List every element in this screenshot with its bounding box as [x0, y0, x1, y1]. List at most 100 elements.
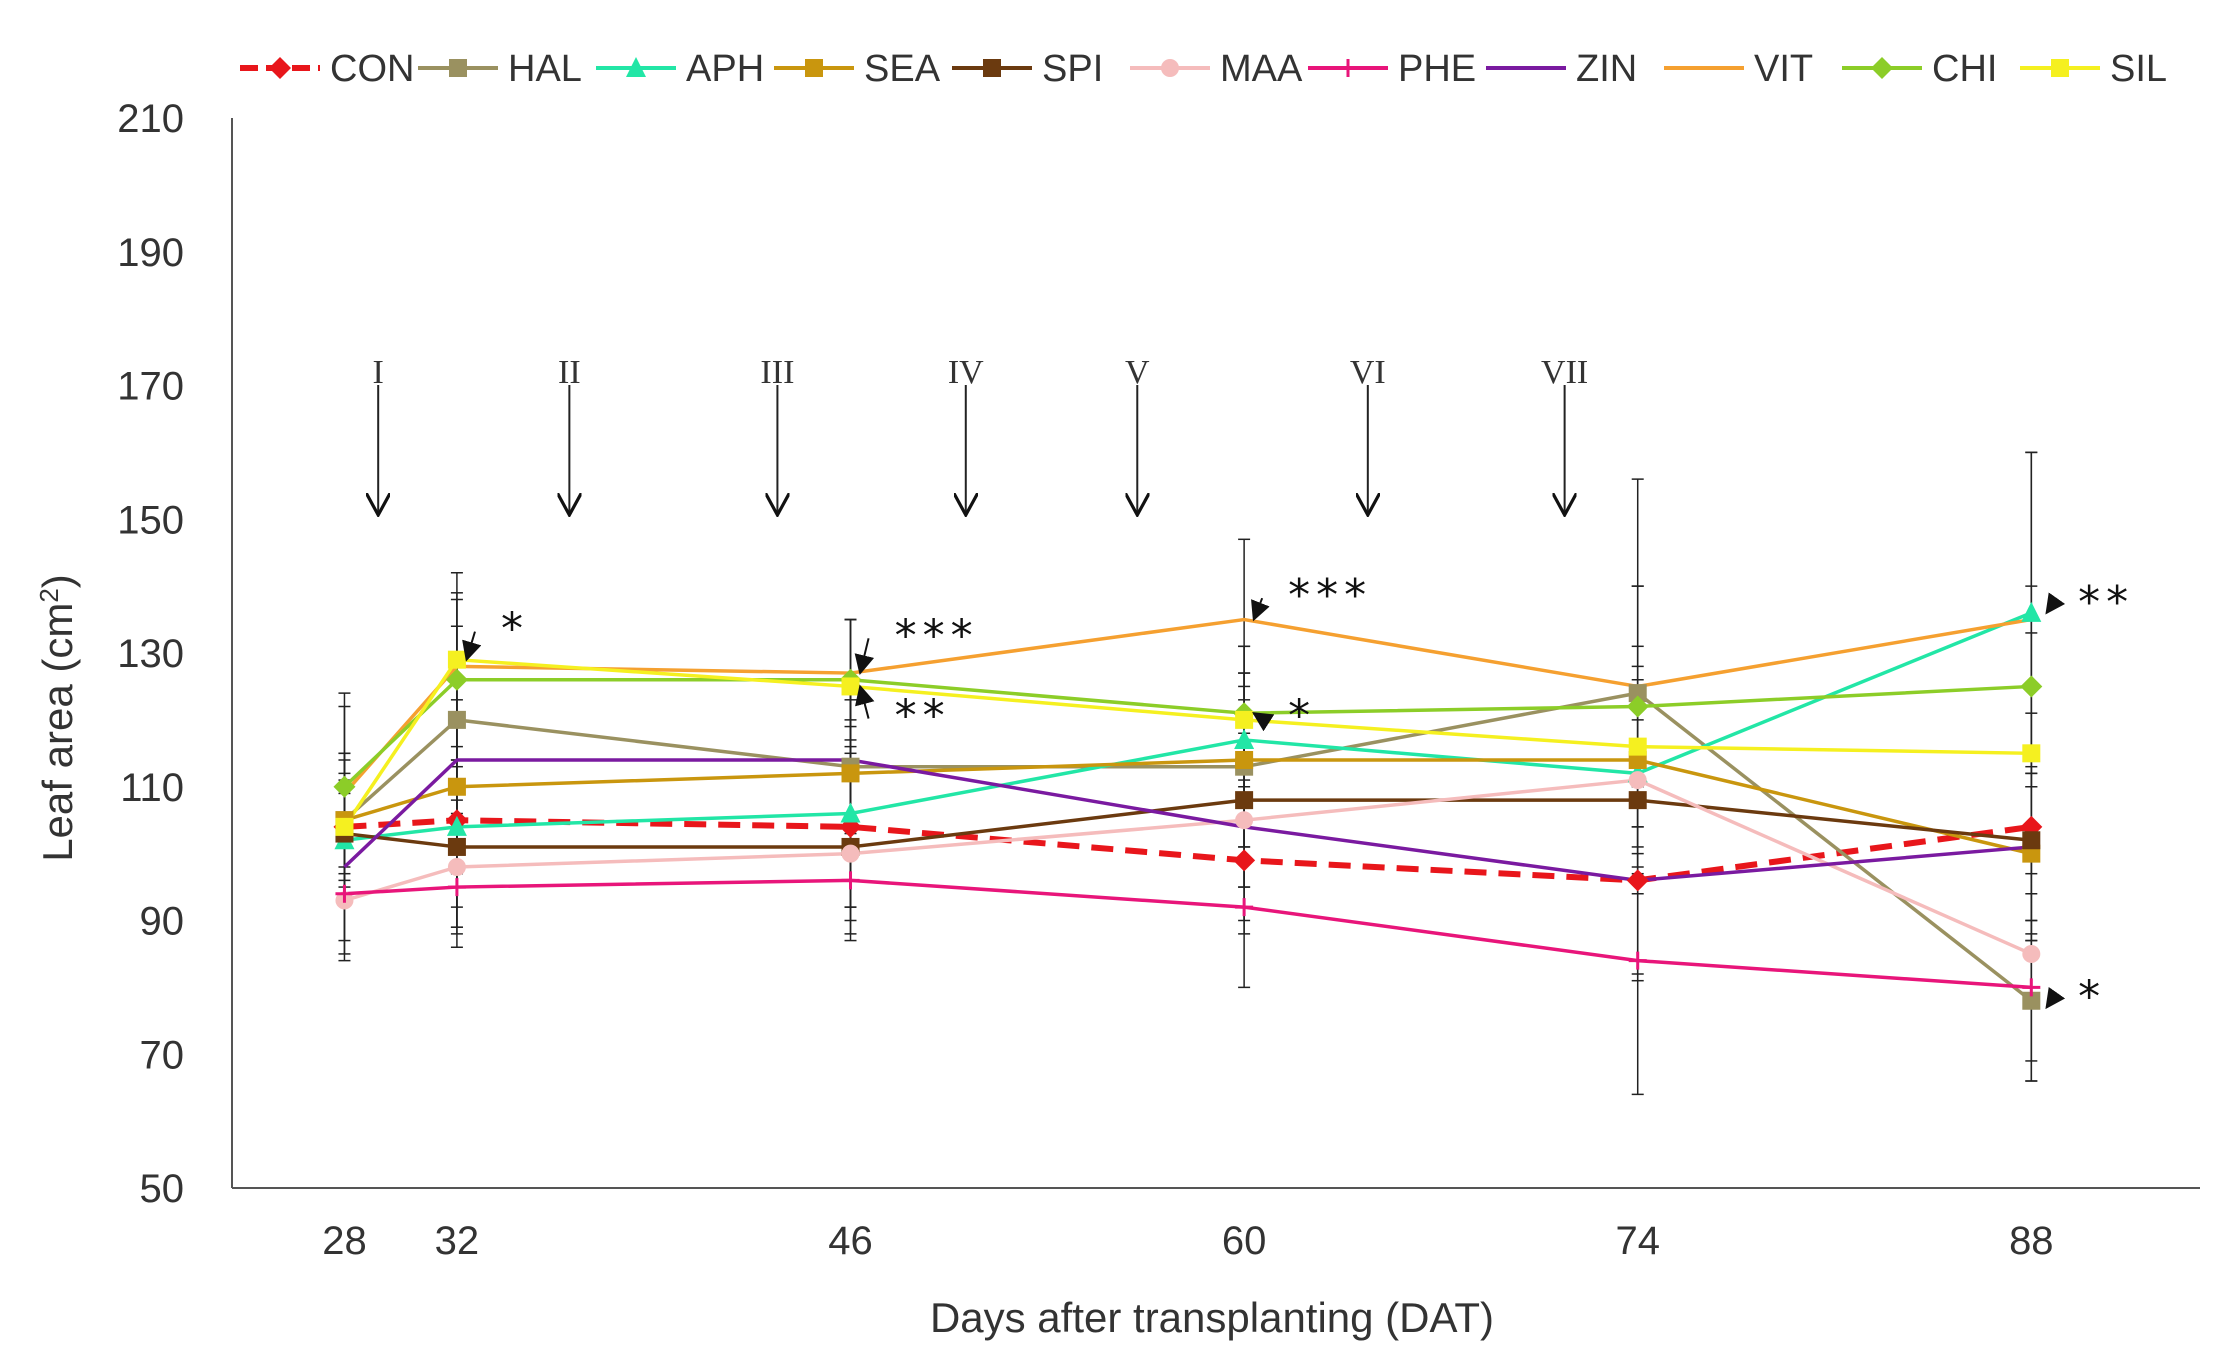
data-point-spi	[1235, 791, 1254, 810]
y-tick-label: 70	[140, 1033, 185, 1077]
data-point-sil	[841, 677, 860, 696]
data-point-sea	[447, 777, 466, 796]
legend-label: ZIN	[1576, 48, 1637, 90]
application-arrow: VII	[1541, 354, 1588, 515]
application-label: IV	[948, 354, 984, 391]
y-tick-label: 90	[140, 900, 185, 944]
y-axis-title-sup: 2	[34, 588, 64, 602]
legend-marker	[2051, 59, 2069, 77]
data-point-hal	[447, 710, 466, 729]
y-axis-ticks: 50 70 90 110 130 150 170 190 210	[117, 97, 184, 1211]
annotation-arrow	[854, 638, 875, 676]
series-line-zin	[343, 758, 2032, 883]
application-label: II	[558, 354, 581, 391]
annotation-stars: ***	[895, 610, 979, 661]
x-axis-ticks: 28 32 46 60 74 88	[322, 1219, 2053, 1263]
data-point-phe	[335, 884, 354, 903]
series-lines	[343, 611, 2033, 1003]
legend-item-spi: SPI	[952, 48, 1103, 90]
series-line-phe	[344, 878, 2032, 990]
significance-annotation: *	[2045, 971, 2100, 1022]
legend-marker	[626, 57, 646, 77]
application-label: V	[1125, 354, 1150, 391]
data-point-aph	[2021, 601, 2042, 622]
error-bars	[338, 451, 2038, 1096]
series-line-spi	[344, 798, 2032, 849]
legend-marker	[449, 59, 467, 77]
x-tick-label: 60	[1222, 1219, 1267, 1263]
data-point-maa	[2022, 944, 2041, 963]
data-point-maa	[1628, 771, 1647, 790]
y-axis-title-main: Leaf area (cm	[34, 603, 81, 862]
y-tick-label: 50	[140, 1167, 185, 1211]
annotation-arrow	[2045, 592, 2066, 615]
legend-item-aph: APH	[596, 48, 764, 90]
data-point-con	[1233, 849, 1256, 872]
application-arrow: V	[1125, 354, 1150, 515]
legend: CON HAL APH SEA SPI MAA PHE ZIN VIT CHI SIL	[240, 48, 2167, 90]
data-point-sil	[1235, 710, 1254, 729]
data-point-aph	[840, 802, 861, 823]
x-tick-label: 88	[2009, 1219, 2054, 1263]
significance-annotations: * ************	[462, 570, 2128, 1022]
data-point-sil	[447, 650, 466, 669]
data-point-phe	[1235, 898, 1254, 917]
data-point-maa	[447, 858, 466, 876]
application-arrow: III	[760, 354, 794, 515]
data-point-aph	[446, 815, 467, 836]
y-tick-label: 170	[117, 365, 184, 409]
data-point-maa	[841, 844, 860, 863]
data-point-spi	[2022, 831, 2041, 850]
application-label: I	[373, 354, 384, 391]
significance-annotation: ***	[854, 610, 979, 676]
legend-marker	[1871, 57, 1893, 79]
significance-annotation: *	[1252, 691, 1310, 742]
y-axis-title-end: )	[34, 574, 81, 588]
data-point-con	[1626, 869, 1649, 892]
legend-label: PHE	[1398, 48, 1476, 90]
application-label: VI	[1350, 354, 1386, 391]
data-point-phe	[447, 878, 466, 897]
application-label: III	[760, 354, 794, 391]
application-arrows: I II III IV V VI VII	[373, 354, 1588, 515]
data-point-phe	[1628, 951, 1647, 970]
data-point-chi	[2020, 675, 2043, 698]
data-point-hal	[2022, 991, 2041, 1010]
x-axis-title: Days after transplanting (DAT)	[930, 1294, 1494, 1341]
axes	[231, 118, 2200, 1189]
annotation-stars: **	[895, 691, 951, 742]
data-point-phe	[2022, 978, 2041, 997]
y-tick-label: 130	[117, 632, 184, 676]
x-tick-label: 46	[828, 1219, 873, 1263]
data-point-sil	[2022, 744, 2041, 763]
annotation-stars: ***	[1288, 570, 1372, 621]
legend-marker	[983, 59, 1001, 77]
legend-item-con: CON	[240, 48, 414, 90]
data-point-sil	[335, 817, 354, 836]
significance-annotation: **	[855, 684, 951, 742]
legend-marker	[1339, 59, 1357, 77]
application-arrow: IV	[948, 354, 984, 515]
legend-marker	[269, 57, 291, 79]
annotation-arrow	[1251, 597, 1270, 622]
legend-label: MAA	[1220, 48, 1303, 90]
application-arrow: II	[558, 354, 581, 515]
legend-marker	[805, 59, 823, 77]
legend-item-maa: MAA	[1130, 48, 1303, 90]
legend-item-vit: VIT	[1664, 48, 1813, 90]
x-tick-label: 74	[1615, 1219, 1660, 1263]
annotation-stars: *	[501, 604, 529, 655]
data-point-chi	[1626, 695, 1649, 718]
legend-item-sea: SEA	[774, 48, 941, 90]
annotation-arrow	[855, 684, 875, 719]
legend-marker	[1161, 59, 1179, 77]
legend-label: APH	[686, 48, 764, 90]
data-point-chi	[445, 668, 468, 691]
legend-item-chi: CHI	[1842, 48, 1997, 90]
series-line-maa	[343, 778, 2033, 956]
data-point-sea	[1235, 751, 1254, 769]
data-point-sea	[841, 764, 860, 783]
application-arrow: I	[373, 354, 384, 515]
annotation-arrow	[462, 631, 482, 662]
